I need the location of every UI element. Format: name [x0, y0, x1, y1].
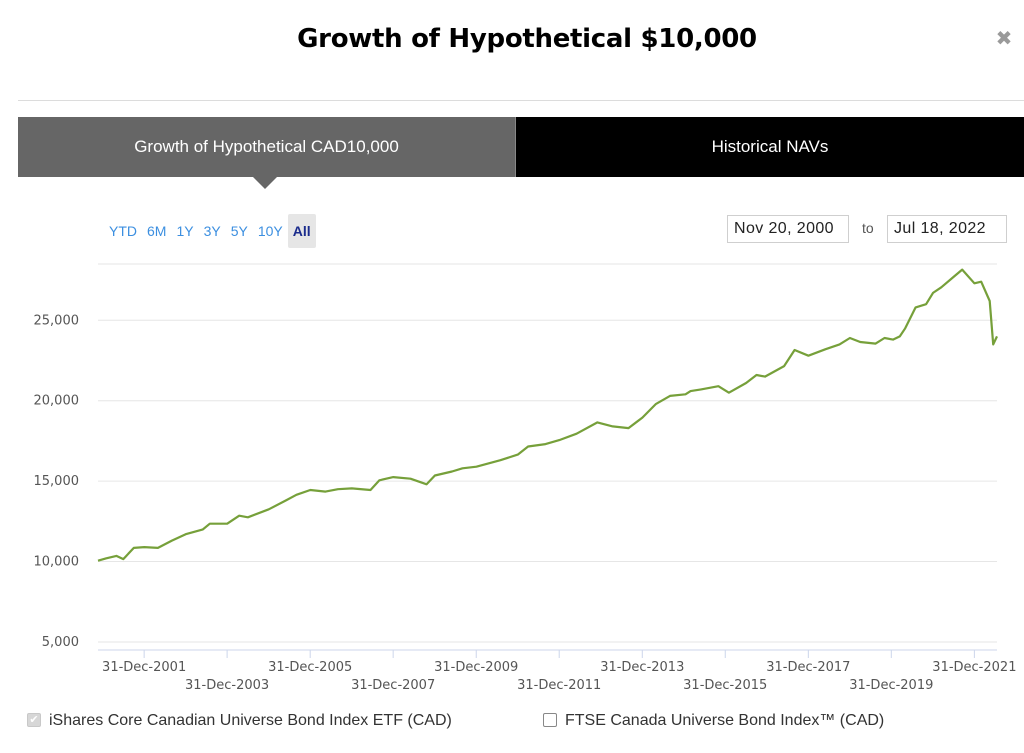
modal-title: Growth of Hypothetical $10,000: [297, 24, 757, 54]
series-line: [97, 268, 998, 562]
end-date-input[interactable]: Jul 18, 2022: [887, 215, 1007, 243]
x-tick-label: 31-Dec-2011: [517, 678, 601, 693]
checkbox-icon[interactable]: ✔: [27, 713, 41, 727]
x-tick-label: 31-Dec-2019: [849, 678, 933, 693]
range-ytd-button[interactable]: YTD: [109, 223, 137, 239]
start-date-input[interactable]: Nov 20, 2000: [727, 215, 849, 243]
x-tick-label: 31-Dec-2021: [932, 660, 1016, 675]
range-1y-button[interactable]: 1Y: [176, 223, 194, 239]
active-tab-caret: [253, 177, 277, 189]
title-divider: [18, 100, 1024, 101]
y-tick-label: 15,000: [34, 474, 80, 489]
legend-label: iShares Core Canadian Universe Bond Inde…: [49, 712, 452, 729]
y-tick-label: 20,000: [34, 394, 80, 409]
range-all-button[interactable]: All: [287, 214, 316, 248]
legend-item-ishares[interactable]: ✔ iShares Core Canadian Universe Bond In…: [27, 711, 487, 731]
tab-historical-navs[interactable]: Historical NAVs: [515, 117, 1024, 177]
tab-bar: Growth of Hypothetical CAD10,000 Histori…: [18, 117, 1024, 177]
x-tick-label: 31-Dec-2005: [268, 660, 352, 675]
x-tick-label: 31-Dec-2003: [185, 678, 269, 693]
growth-chart[interactable]: 5,000 10,000 15,000 20,000 25,000 31-Dec-200…: [0, 250, 1024, 695]
x-tick-label: 31-Dec-2001: [102, 660, 186, 675]
close-icon[interactable]: ✖: [995, 26, 1013, 50]
range-6m-button[interactable]: 6M: [147, 223, 167, 239]
date-range-separator: to: [862, 220, 874, 236]
legend-label: FTSE Canada Universe Bond Index™ (CAD): [565, 712, 885, 729]
x-tick-label: 31-Dec-2017: [766, 660, 850, 675]
range-3y-button[interactable]: 3Y: [203, 223, 221, 239]
y-tick-label: 5,000: [42, 635, 79, 650]
tab-growth-hypothetical[interactable]: Growth of Hypothetical CAD10,000: [18, 117, 515, 177]
legend-item-ftse[interactable]: FTSE Canada Universe Bond Index™ (CAD): [543, 711, 983, 731]
x-tick-label: 31-Dec-2015: [683, 678, 767, 693]
checkbox-icon[interactable]: [543, 713, 557, 727]
range-selector: YTD 6M 1Y 3Y 5Y 10Y All: [104, 214, 316, 248]
range-10y-button[interactable]: 10Y: [257, 223, 283, 239]
range-5y-button[interactable]: 5Y: [230, 223, 248, 239]
x-tick-label: 31-Dec-2009: [434, 660, 518, 675]
x-tick-label: 31-Dec-2007: [351, 678, 435, 693]
y-tick-label: 10,000: [34, 555, 80, 570]
x-tick-label: 31-Dec-2013: [600, 660, 684, 675]
y-tick-label: 25,000: [34, 313, 80, 328]
